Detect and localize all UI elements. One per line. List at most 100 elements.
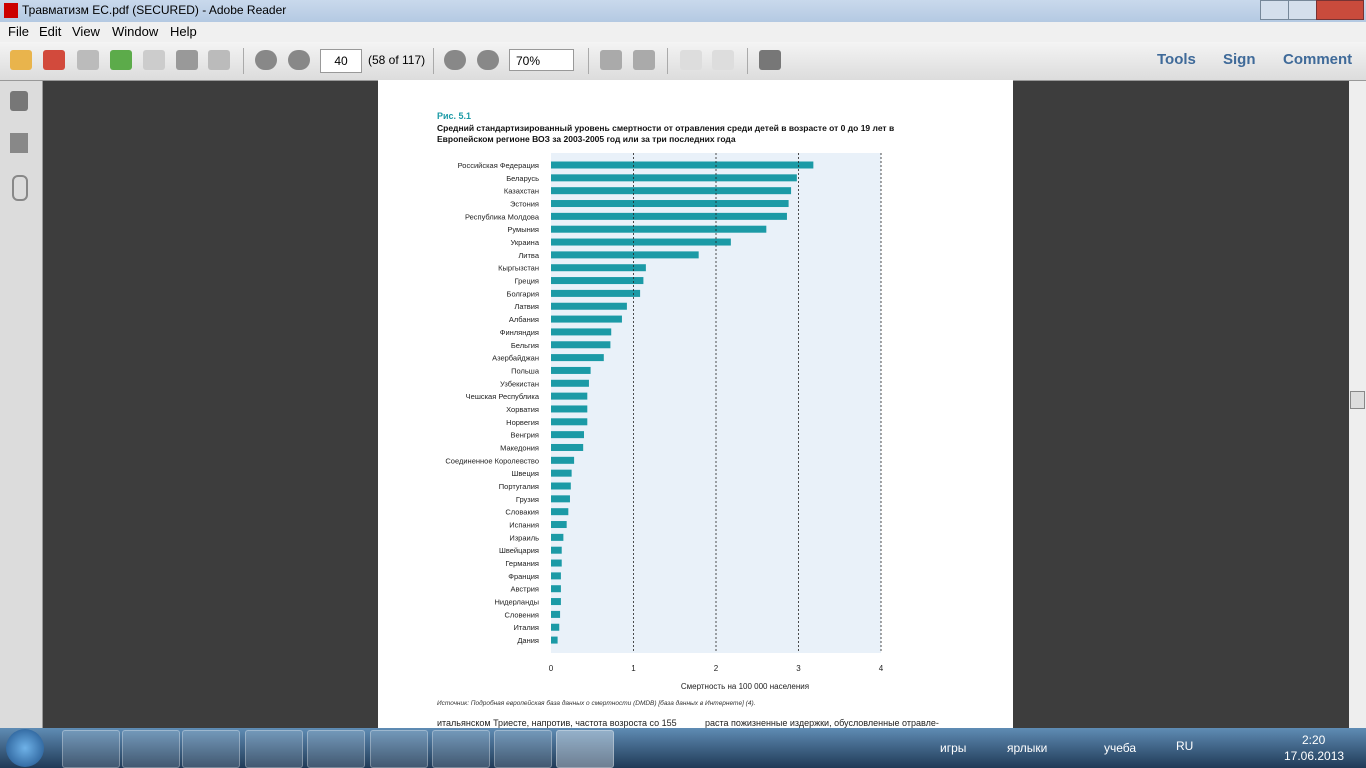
category-label: Российская Федерация [458,161,539,170]
bar [551,598,561,606]
category-label: Грузия [516,495,539,504]
bar [551,200,789,208]
create-button[interactable] [43,50,65,70]
security-icon[interactable] [10,91,28,111]
taskbar: игры ярлыки учеба RU 2:20 17.06.2013 [0,728,1366,768]
app-icon [4,3,18,18]
bar [551,264,646,272]
open-button[interactable] [10,50,32,70]
bar [551,315,622,323]
bar [551,392,588,400]
source-note: Источник: Подробная европейская база дан… [437,699,756,707]
taskbar-media[interactable] [182,730,240,768]
bar [551,431,584,439]
menu-item[interactable]: Help [170,24,197,39]
menu-item[interactable]: Edit [39,24,62,39]
print-button[interactable] [176,50,198,70]
bar [551,366,591,374]
taskbar-toolbar[interactable]: учеба [1104,741,1137,755]
x-tick-label: 2 [714,664,719,673]
bar [551,443,584,451]
category-label: Словакия [505,508,539,517]
category-label: Узбекистан [500,379,539,388]
bar [551,585,561,593]
category-label: Греция [514,277,539,286]
separator [433,48,434,74]
taskbar-word[interactable] [494,730,552,768]
pages-icon[interactable] [10,133,28,153]
menu-item[interactable]: Window [112,24,159,39]
scroll-thumb[interactable] [1350,391,1365,409]
bar [551,328,612,336]
email-button[interactable] [208,50,230,70]
taskbar-explorer[interactable] [122,730,180,768]
bar [551,495,570,503]
taskbar-app[interactable] [307,730,365,768]
category-label: Хорватия [506,405,539,414]
category-label: Бельгия [511,341,539,350]
taskbar-ie[interactable] [62,730,120,768]
taskbar-skype[interactable] [432,730,490,768]
close-button[interactable] [1316,0,1364,20]
taskbar-toolbar[interactable]: ярлыки [1007,741,1048,755]
category-label: Португалия [499,482,539,491]
category-label: Беларусь [506,174,539,183]
menu-item[interactable]: View [72,24,100,39]
category-label: Республика Молдова [465,212,540,221]
panel-button[interactable]: Sign [1223,51,1256,68]
language-indicator[interactable]: RU [1176,739,1194,753]
comment-button[interactable] [680,50,702,70]
panel-button[interactable]: Comment [1283,51,1353,68]
scrollbar[interactable] [1349,81,1366,728]
category-label: Кыргызстан [498,264,539,273]
bar [551,636,558,644]
highlight-button[interactable] [712,50,734,70]
x-axis-label: Смертность на 100 000 населения [681,682,809,691]
bar [551,469,572,477]
next-page-button[interactable] [288,50,310,70]
category-label: Германия [505,559,539,568]
taskbar-toolbar[interactable]: игры [940,741,967,755]
category-label: Швейцария [499,546,539,555]
taskbar-chrome[interactable] [245,730,303,768]
start-button[interactable] [6,729,44,767]
bar [551,610,561,618]
figure-label: Рис. 5.1 [437,111,471,121]
panel-button[interactable]: Tools [1157,51,1196,68]
taskbar-utorrent[interactable] [370,730,428,768]
clock-time[interactable]: 2:20 [1302,733,1326,747]
upload-button[interactable] [110,50,132,70]
clock-date[interactable]: 17.06.2013 [1284,749,1345,763]
title-bar: Травматизм ЕС.pdf (SECURED) - Adobe Read… [0,0,1366,22]
category-label: Литва [518,251,539,260]
minimize-button[interactable] [1260,0,1289,20]
body-text: раста пожизненные издержки, обусловленны… [705,718,939,728]
prev-page-button[interactable] [255,50,277,70]
bar [551,508,569,516]
separator [667,48,668,74]
pdf-page: Рис. 5.1 Средний стандартизированный уров… [378,80,1013,728]
bar [551,277,644,285]
zoom-out-button[interactable] [444,50,466,70]
save-button[interactable] [143,50,165,70]
x-tick-label: 4 [879,664,884,673]
maximize-button[interactable] [1288,0,1317,20]
category-label: Израиль [509,533,539,542]
zoom-input[interactable]: 70% [509,49,574,71]
category-label: Украина [510,238,539,247]
category-label: Македония [500,443,539,452]
fit-width-button[interactable] [600,50,622,70]
edit-button[interactable] [77,50,99,70]
page-input[interactable]: 40 [320,49,362,73]
zoom-in-button[interactable] [477,50,499,70]
fit-page-button[interactable] [633,50,655,70]
menu-item[interactable]: File [8,24,29,39]
attachments-icon[interactable] [12,175,28,201]
taskbar-reader[interactable] [556,730,614,768]
x-tick-label: 3 [796,664,801,673]
bar [551,225,767,233]
category-label: Казахстан [504,187,539,196]
category-label: Латвия [514,302,539,311]
fullscreen-button[interactable] [759,50,781,70]
